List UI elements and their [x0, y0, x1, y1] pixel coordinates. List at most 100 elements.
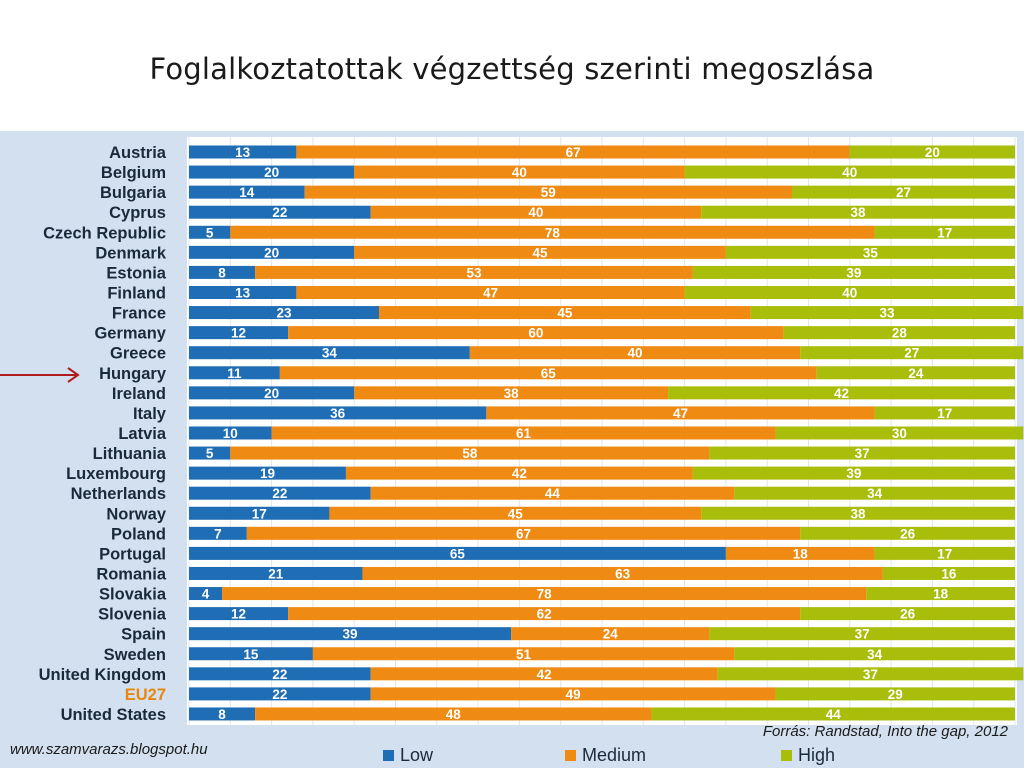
bar-segment-medium — [354, 245, 726, 259]
data-label: 22 — [272, 667, 287, 682]
data-label: 35 — [863, 245, 879, 260]
bar-segment-medium — [255, 707, 652, 721]
bar-segment-low — [189, 165, 355, 179]
data-label: 22 — [272, 687, 287, 702]
bar-segment-medium — [354, 386, 669, 400]
data-label: 40 — [512, 165, 527, 180]
category-label: Lithuania — [93, 445, 167, 463]
bar-segment-low — [189, 326, 289, 340]
data-label: 67 — [516, 526, 531, 541]
data-label: 18 — [793, 546, 809, 561]
bar-segment-high — [882, 566, 1015, 580]
data-label: 38 — [504, 386, 520, 401]
website-link[interactable]: www.szamvarazs.blogspot.hu — [10, 741, 208, 758]
bar-segment-high — [800, 346, 1024, 360]
category-label: Poland — [111, 525, 166, 543]
data-label: 37 — [855, 446, 870, 461]
bar-segment-low — [189, 285, 297, 299]
bar-segment-high — [775, 426, 1024, 440]
data-label: 36 — [330, 406, 346, 421]
category-label: Norway — [106, 505, 166, 523]
category-label: Sweden — [104, 646, 166, 664]
data-label: 26 — [900, 526, 916, 541]
data-label: 17 — [937, 406, 952, 421]
bar-segment-medium — [725, 546, 875, 560]
bar-segment-medium — [370, 486, 735, 500]
data-label: 48 — [446, 707, 462, 722]
data-label: 7 — [214, 526, 222, 541]
data-label: 5 — [206, 446, 214, 461]
data-label: 29 — [888, 687, 903, 702]
category-label: Spain — [121, 626, 166, 644]
data-label: 8 — [218, 265, 226, 280]
data-label: 65 — [541, 366, 557, 381]
bar-segment-high — [750, 306, 1024, 320]
bar-segment-medium — [255, 265, 693, 279]
bar-segment-medium — [246, 526, 801, 540]
category-label: Ireland — [112, 385, 166, 403]
data-label: 78 — [537, 587, 553, 602]
category-label: Netherlands — [71, 485, 166, 503]
bar-segment-low — [189, 667, 371, 681]
data-label: 38 — [851, 506, 867, 521]
category-label: Italy — [133, 405, 167, 423]
data-label: 20 — [264, 386, 279, 401]
category-label: Belgium — [101, 164, 166, 182]
legend-label: Medium — [582, 745, 646, 765]
category-label: Bulgaria — [100, 184, 167, 202]
legend-swatch-high — [781, 750, 792, 761]
data-label: 33 — [879, 306, 895, 321]
bar-segment-high — [866, 587, 1015, 601]
data-label: 37 — [863, 667, 878, 682]
data-label: 27 — [896, 185, 911, 200]
data-label: 39 — [846, 265, 861, 280]
category-label: Luxembourg — [66, 465, 166, 483]
data-label: 40 — [842, 165, 857, 180]
bar-segment-low — [189, 386, 355, 400]
bar-segment-high — [816, 366, 1015, 380]
bar-segment-high — [783, 326, 1015, 340]
data-label: 45 — [533, 245, 549, 260]
data-label: 47 — [673, 406, 688, 421]
bar-segment-high — [791, 185, 1015, 199]
data-label: 78 — [545, 225, 561, 240]
chart-panel: 13 67 20 20 40 40 14 59 27 22 40 38 5 78 17 20 45 35 8 53 39… — [0, 131, 1024, 768]
data-label: 22 — [272, 486, 287, 501]
bar-segment-medium — [378, 306, 751, 320]
bar-segment-low — [189, 546, 726, 560]
bar-segment-medium — [329, 506, 702, 520]
bar-segment-low — [189, 446, 231, 460]
bar-segment-high — [800, 526, 1015, 540]
data-label: 39 — [846, 466, 861, 481]
bar-segment-low — [189, 506, 330, 520]
data-label: 30 — [892, 426, 907, 441]
bar-segment-low — [189, 366, 280, 380]
data-label: 12 — [231, 326, 246, 341]
bar-segment-low — [189, 486, 371, 500]
data-label: 19 — [260, 466, 275, 481]
data-label: 21 — [268, 566, 284, 581]
category-label: Estonia — [106, 264, 166, 282]
data-label: 49 — [566, 687, 581, 702]
data-label: 12 — [231, 607, 246, 622]
category-label: Denmark — [95, 244, 166, 262]
data-label: 45 — [557, 306, 573, 321]
bar-segment-medium — [354, 165, 685, 179]
bar-segment-low — [189, 647, 313, 661]
legend-label: High — [798, 745, 835, 765]
bar-segment-medium — [345, 466, 693, 480]
category-label: Germany — [94, 325, 166, 343]
category-label: Finland — [107, 284, 166, 302]
legend-swatch-medium — [565, 750, 576, 761]
data-label: 17 — [252, 506, 267, 521]
bar-segment-high — [701, 205, 1015, 219]
category-label: Portugal — [99, 545, 166, 563]
data-label: 45 — [508, 506, 524, 521]
data-label: 51 — [516, 647, 532, 662]
data-label: 17 — [937, 225, 952, 240]
data-label: 20 — [264, 165, 279, 180]
bar-segment-low — [189, 346, 470, 360]
data-label: 42 — [834, 386, 849, 401]
category-label: Czech Republic — [43, 224, 166, 242]
bar-segment-medium — [230, 446, 710, 460]
